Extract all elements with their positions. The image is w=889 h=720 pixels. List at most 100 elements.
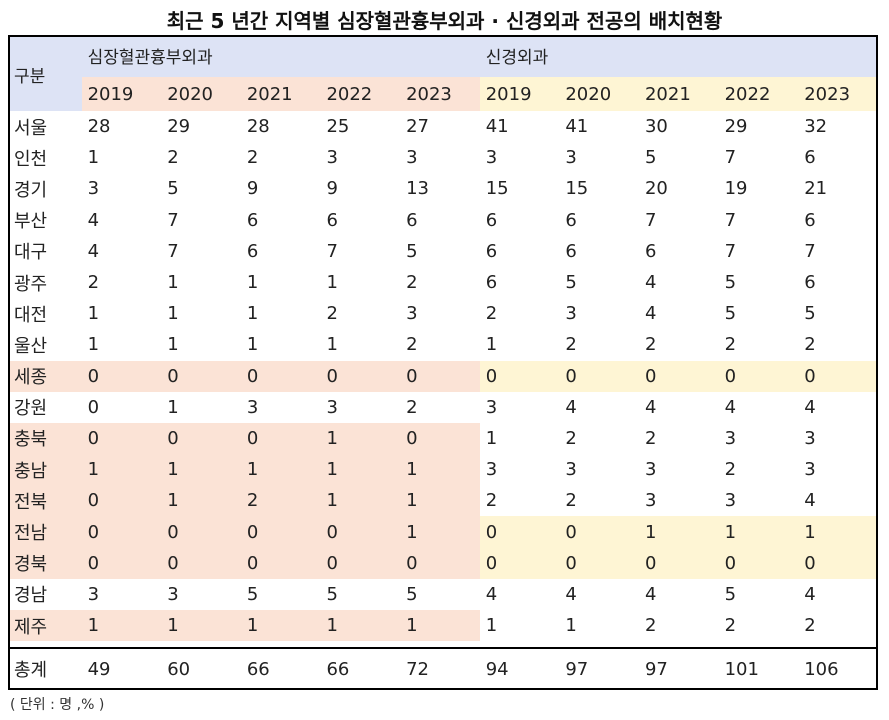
table-row: 전남 0 0 0 0 1 0 0 1 1 1: [10, 516, 876, 548]
cardio-cell: 1: [246, 334, 259, 356]
cardio-cell: 3: [246, 396, 259, 418]
cardio-cell: 1: [87, 303, 100, 325]
region-label: 부산: [14, 211, 48, 233]
region-label: 전남: [10, 516, 82, 548]
neuro-cell: 4: [485, 583, 498, 605]
neuro-cell: 3: [804, 427, 816, 449]
total-separator: [10, 641, 876, 650]
neuro-cell: 20: [644, 178, 668, 200]
cardio-cell: 7: [326, 240, 338, 262]
neuro-cell: 5: [724, 583, 737, 605]
neuro-cell: 1: [638, 516, 719, 548]
cardio-cell: 28: [87, 116, 111, 138]
neuro-cell: 0: [718, 547, 799, 579]
cardio-cell: 2: [406, 272, 418, 294]
cardio-cell: 3: [87, 178, 100, 200]
neuro-cell: 7: [724, 240, 737, 262]
cardio-cell: 0: [161, 547, 241, 579]
table-row: 강원 0 1 3 3 2 3 4 4 4 4: [10, 392, 876, 423]
neuro-cell: 6: [804, 272, 816, 294]
year-header-neuro-2020: 2020: [559, 77, 639, 111]
neuro-cell: 0: [798, 360, 876, 392]
cardio-cell: 0: [320, 547, 401, 579]
neuro-cell: 3: [485, 396, 498, 418]
table-row: 충북 0 0 0 1 0 1 2 2 3 3: [10, 422, 876, 455]
total-neuro-cell: 97: [565, 658, 589, 680]
cardio-cell: 2: [406, 334, 418, 356]
total-neuro-cell: 97: [644, 658, 668, 680]
table-row: 부산 4 7 6 6 6 6 6 7 7 6: [10, 205, 876, 236]
total-label: 총계: [14, 660, 48, 682]
neuro-cell: 4: [644, 396, 657, 418]
table-row: 경남 3 3 5 5 5 4 4 4 5 4: [10, 579, 876, 610]
neuro-cell: 0: [798, 547, 876, 579]
cardio-cell: 2: [87, 272, 100, 294]
total-cardio-cell: 66: [246, 658, 270, 680]
region-label: 제주: [10, 610, 82, 642]
cardio-cell: 3: [406, 147, 418, 169]
neuro-cell: 7: [724, 147, 737, 169]
neuro-cell: 4: [724, 396, 737, 418]
cardio-cell: 1: [320, 454, 401, 486]
neuro-cell: 7: [724, 209, 737, 231]
neuro-cell: 0: [479, 547, 560, 579]
staffing-table: 구분 심장혈관흉부외과 신경외과 2019 2020 2021 2022 2023 201…: [10, 37, 876, 689]
region-label: 충북: [10, 422, 82, 455]
cardio-cell: 1: [400, 610, 480, 642]
neuro-cell: 6: [565, 209, 577, 231]
total-cardio-cell: 72: [406, 658, 429, 680]
cardio-cell: 1: [161, 454, 241, 486]
neuro-cell: 7: [804, 240, 816, 262]
cardio-cell: 1: [87, 147, 100, 169]
year-header-neuro-2022: 2022: [718, 77, 799, 111]
unit-note: ( 단위 : 명 ,% ): [10, 697, 105, 713]
neuro-cell: 32: [804, 116, 828, 138]
cardio-cell: 1: [320, 422, 401, 455]
region-label: 대전: [14, 304, 48, 326]
neuro-cell: 0: [638, 360, 719, 392]
neuro-cell: 0: [638, 547, 719, 579]
cardio-cell: 0: [320, 360, 401, 392]
neuro-cell: 30: [644, 116, 668, 138]
region-label: 강원: [14, 398, 48, 420]
neuro-cell: 3: [644, 490, 657, 512]
cardio-cell: 3: [167, 583, 179, 605]
neuro-cell: 3: [804, 459, 816, 481]
year-header-neuro-2021: 2021: [638, 77, 719, 111]
year-header-cardio-2021: 2021: [240, 77, 321, 111]
region-label: 인천: [14, 148, 48, 170]
cardio-cell: 3: [326, 147, 338, 169]
neuro-cell: 3: [724, 490, 737, 512]
cardio-cell: 2: [167, 147, 179, 169]
cardio-cell: 0: [81, 360, 162, 392]
table-row: 제주 1 1 1 1 1 1 1 2 2 2: [10, 610, 876, 642]
neuro-cell: 4: [644, 303, 657, 325]
cardio-cell: 0: [81, 547, 162, 579]
neuro-cell: 3: [565, 147, 577, 169]
cardio-cell: 1: [246, 272, 259, 294]
neuro-cell: 1: [565, 615, 577, 637]
cardio-cell: 0: [81, 422, 162, 455]
cardio-cell: 1: [81, 610, 162, 642]
neuro-cell: 6: [485, 209, 498, 231]
year-header-neuro-2019: 2019: [479, 77, 560, 111]
cardio-cell: 0: [240, 547, 321, 579]
neuro-cell: 6: [644, 240, 657, 262]
neuro-cell: 3: [565, 459, 577, 481]
neuro-cell: 5: [724, 272, 737, 294]
neuro-cell: 2: [804, 615, 816, 637]
total-separator-line: [10, 641, 876, 650]
table-row: 경북 0 0 0 0 0 0 0 0 0 0: [10, 547, 876, 579]
table-row: 충남 1 1 1 1 1 3 3 3 2 3: [10, 454, 876, 486]
year-header-cardio-2023: 2023: [400, 77, 480, 111]
neuro-cell: 6: [804, 147, 816, 169]
neuro-cell: 5: [724, 303, 737, 325]
neuro-cell: 6: [804, 209, 816, 231]
cardio-cell: 7: [167, 209, 179, 231]
table-row: 대구 4 7 6 7 5 6 6 6 7 7: [10, 236, 876, 267]
table-row: 세종 0 0 0 0 0 0 0 0 0 0: [10, 360, 876, 392]
cardio-cell: 2: [326, 303, 338, 325]
neuro-cell: 0: [479, 360, 560, 392]
cardio-cell: 0: [87, 396, 100, 418]
cardio-cell: 0: [161, 422, 241, 455]
